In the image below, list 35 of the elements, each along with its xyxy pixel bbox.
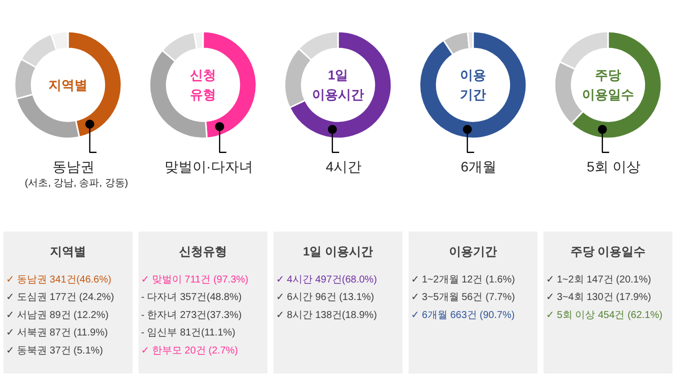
text: ✓ 동남권 341건(46.6%) [6, 274, 112, 286]
text: 이용기간 [449, 244, 497, 258]
text: ✓ 동북권 37건 (5.1%) [6, 345, 103, 356]
text: ✓ 맞벌이 711건 (97.3%) [141, 274, 248, 286]
slice-label: 6개월 [460, 158, 497, 174]
text: ✓ 6개월 663건 (90.7%) [411, 310, 515, 321]
slice-label: 동남권 [52, 158, 95, 174]
text: - 다자녀 357건(48.8%) [141, 292, 242, 304]
text: ✓ 3~4회 130건 (17.9%) [546, 292, 652, 304]
text: 신청유형 [179, 244, 227, 258]
text: ✓ 서남권 89건 (12.2%) [6, 310, 109, 321]
text: 이용 기간 [460, 68, 486, 102]
text: 주당 이용일수 [570, 244, 646, 258]
text: ✓ 1~2회 147건 (20.1%) [546, 274, 652, 286]
text: ✓ 도심권 177건 (24.2%) [6, 292, 114, 304]
text: ✓ 3~5개월 56건 (7.7%) [411, 292, 515, 304]
slice-label: 5회 이상 [586, 158, 640, 174]
text: ✓ 8시간 138건(18.9%) [276, 310, 377, 321]
text: 신청 유형 [190, 68, 216, 102]
slice-label: 맞벌이·다자녀 [164, 158, 253, 174]
text: ✓ 1~2개월 12건 (1.6%) [411, 274, 515, 286]
text: ✓ 4시간 497건(68.0%) [276, 274, 377, 286]
text: 1일 이용시간 [312, 68, 364, 102]
text: (서초, 강남, 송파, 강동) [24, 178, 128, 189]
text: ✓ 한부모 20건 (2.7%) [141, 345, 238, 356]
text: 1일 이용시간 [302, 244, 374, 258]
text: - 임신부 81건(11.1%) [141, 328, 236, 339]
text: - 한자녀 273건(37.3%) [141, 310, 242, 321]
slice-label: 4시간 [326, 158, 362, 174]
text: ✓ 서북권 87건 (11.9%) [6, 328, 108, 339]
text: 지역별 [48, 77, 88, 92]
text: 주당 이용일수 [582, 68, 634, 102]
text: ✓ 5회 이상 454건 (62.1%) [546, 310, 662, 321]
text: ✓ 6시간 96건 (13.1%) [276, 292, 374, 304]
text: 지역별 [50, 244, 86, 258]
